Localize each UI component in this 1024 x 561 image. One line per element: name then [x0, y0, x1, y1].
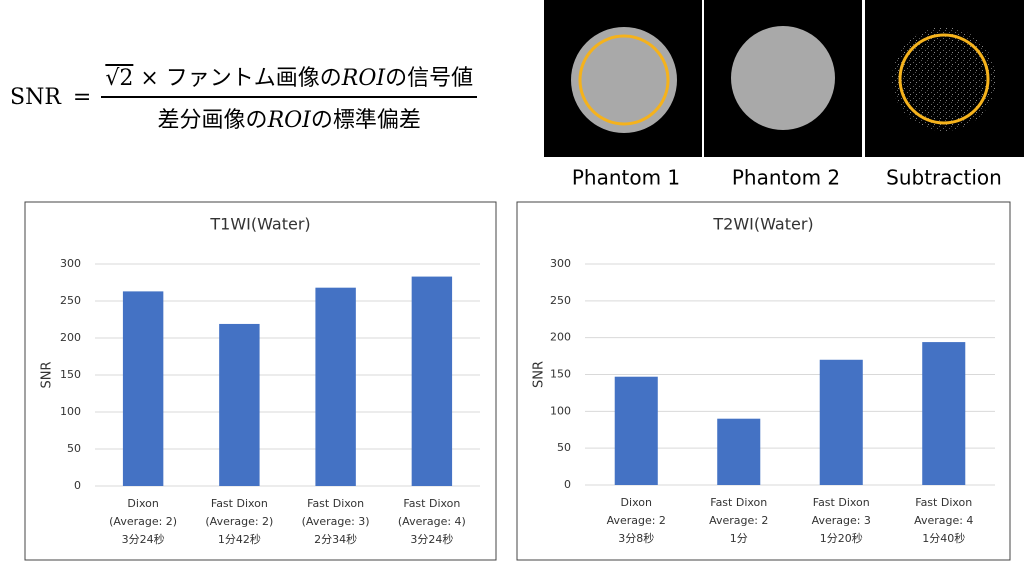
x-tick-label: Dixon: [621, 496, 652, 509]
x-tick-label: 3分24秒: [122, 532, 165, 546]
caption: Subtraction: [886, 166, 1002, 190]
roi: ROI: [341, 66, 386, 91]
chart-title: T1WI(Water): [209, 215, 310, 234]
numerator: √2 × ファントム画像のROIの信号値: [101, 60, 478, 98]
x-tick-label: 1分: [730, 532, 748, 545]
y-axis-label: SNR: [532, 361, 547, 388]
x-tick-label: (Average: 2): [109, 515, 177, 528]
bar: [819, 359, 863, 485]
y-tick-label: 150: [60, 368, 81, 381]
text: 差分画像の: [157, 108, 268, 133]
formula-lhs: SNR: [10, 84, 61, 110]
y-tick-label: 200: [550, 331, 571, 344]
x-tick-label: Dixon: [127, 497, 158, 510]
x-tick-label: Fast Dixon: [211, 497, 268, 510]
x-tick-label: 1分20秒: [820, 531, 863, 545]
formula: SNR = √2 × ファントム画像のROIの信号値 差分画像のROIの標準偏差: [10, 60, 478, 134]
x-tick-label: Average: 3: [812, 514, 871, 527]
formula-equals: =: [72, 84, 92, 110]
phantom-2: [704, 0, 862, 157]
text: ファントム画像の: [165, 66, 342, 91]
x-tick-label: Average: 4: [914, 514, 973, 527]
times: ×: [140, 66, 159, 91]
y-tick-label: 50: [557, 441, 571, 454]
y-tick-label: 250: [60, 294, 81, 307]
y-tick-label: 300: [550, 257, 571, 270]
subtraction: [865, 0, 1024, 157]
x-tick-label: 1分40秒: [922, 531, 965, 545]
x-tick-label: Fast Dixon: [813, 496, 870, 509]
bar: [411, 276, 453, 486]
x-tick-label: Fast Dixon: [710, 496, 767, 509]
bar: [122, 291, 164, 486]
y-axis-label: SNR: [40, 361, 55, 388]
caption: Phantom 2: [732, 166, 840, 190]
y-tick-label: 100: [550, 404, 571, 417]
y-tick-label: 300: [60, 257, 81, 270]
roi: ROI: [267, 108, 311, 133]
x-tick-label: (Average: 4): [398, 515, 466, 528]
x-tick-label: (Average: 3): [302, 515, 370, 528]
x-tick-label: (Average: 2): [205, 515, 273, 528]
y-tick-label: 50: [67, 442, 81, 455]
x-tick-label: 1分42秒: [218, 532, 261, 546]
bar: [219, 323, 260, 486]
denominator: 差分画像のROIの標準偏差: [154, 98, 425, 134]
phantom-1: [544, 0, 702, 157]
x-tick-label: Fast Dixon: [307, 497, 364, 510]
text: の標準偏差: [310, 108, 421, 133]
x-tick-label: Average: 2: [607, 514, 666, 527]
y-tick-label: 0: [564, 478, 571, 491]
y-tick-label: 250: [550, 294, 571, 307]
x-tick-label: 2分34秒: [314, 532, 357, 546]
x-tick-label: 3分24秒: [410, 532, 453, 546]
x-tick-label: Fast Dixon: [403, 497, 460, 510]
sqrt: √2: [105, 66, 134, 91]
bar: [315, 287, 356, 486]
x-tick-label: Average: 2: [709, 514, 768, 527]
fraction: √2 × ファントム画像のROIの信号値 差分画像のROIの標準偏差: [101, 60, 478, 134]
y-tick-label: 100: [60, 405, 81, 418]
caption: Phantom 1: [572, 166, 680, 190]
bar: [614, 376, 658, 485]
bar: [717, 418, 761, 485]
y-tick-label: 200: [60, 331, 81, 344]
bar: [922, 342, 966, 485]
text: の信号値: [385, 66, 474, 91]
y-tick-label: 0: [74, 479, 81, 492]
y-tick-label: 150: [550, 368, 571, 381]
x-tick-label: Fast Dixon: [915, 496, 972, 509]
x-tick-label: 3分8秒: [618, 531, 654, 545]
chart-title: T2WI(Water): [712, 215, 813, 234]
